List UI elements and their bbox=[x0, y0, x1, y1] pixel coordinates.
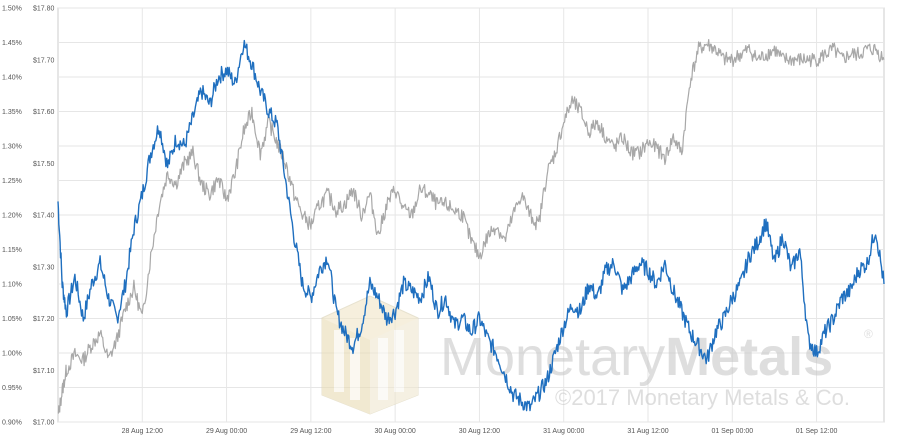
y-left-tick-label: 1.30% bbox=[2, 144, 22, 151]
x-tick-label: 30 Aug 00:00 bbox=[375, 428, 416, 435]
y-right-tick-label: $17.40 bbox=[33, 213, 55, 220]
y-left-tick-label: 1.10% bbox=[2, 282, 22, 289]
y-right-tick-label: $17.50 bbox=[33, 161, 55, 168]
y-left-tick-label: 1.50% bbox=[2, 6, 22, 13]
y-right-tick-label: $17.60 bbox=[33, 109, 55, 116]
y-left-tick-label: 1.20% bbox=[2, 213, 22, 220]
watermark-name: MonetaryMetals bbox=[440, 327, 833, 387]
y-right-tick-label: $17.10 bbox=[33, 368, 55, 375]
grid-lines bbox=[57, 7, 885, 423]
y-right-tick-label: $17.00 bbox=[33, 420, 55, 427]
y-right-tick-label: $17.70 bbox=[33, 57, 55, 64]
x-tick-label: 31 Aug 00:00 bbox=[543, 428, 584, 435]
y-left-tick-label: 0.95% bbox=[2, 385, 22, 392]
y-left-tick-label: 1.15% bbox=[2, 247, 22, 254]
y-left-tick-label: 1.25% bbox=[2, 178, 22, 185]
x-tick-label: 01 Sep 12:00 bbox=[796, 428, 838, 435]
y-left-tick-label: 1.00% bbox=[2, 351, 22, 358]
x-tick-label: 29 Aug 12:00 bbox=[290, 428, 331, 435]
y-left-tick-label: 0.90% bbox=[2, 420, 22, 427]
series-line-right bbox=[57, 39, 885, 414]
series-line-left bbox=[57, 39, 885, 412]
x-tick-label: 28 Aug 12:00 bbox=[122, 428, 163, 435]
axes: 0.90% 0.95% 1.00% 1.05% 1.10% 1.15% 1.20% 1.25%… bbox=[2, 6, 837, 436]
watermark-registered: ® bbox=[864, 327, 873, 341]
x-tick-label: 29 Aug 00:00 bbox=[206, 428, 247, 435]
x-tick-label: 31 Aug 12:00 bbox=[627, 428, 668, 435]
series-lines bbox=[57, 39, 885, 414]
y-left-tick-label: 1.45% bbox=[2, 40, 22, 47]
y-right-tick-label: $17.80 bbox=[33, 6, 55, 13]
x-tick-label: 01 Sep 00:00 bbox=[711, 428, 753, 435]
y-right-tick-label: $17.30 bbox=[33, 264, 55, 271]
watermark-copyright: ©2017 Monetary Metals & Co. bbox=[555, 385, 850, 410]
watermark-logo: MonetaryMetals ® ©2017 Monetary Metals &… bbox=[321, 295, 873, 415]
x-tick-label: 30 Aug 12:00 bbox=[459, 428, 500, 435]
y-left-tick-label: 1.40% bbox=[2, 75, 22, 82]
y-left-tick-label: 1.05% bbox=[2, 316, 22, 323]
y-left-tick-label: 1.35% bbox=[2, 109, 22, 116]
y-right-tick-label: $17.20 bbox=[33, 316, 55, 323]
